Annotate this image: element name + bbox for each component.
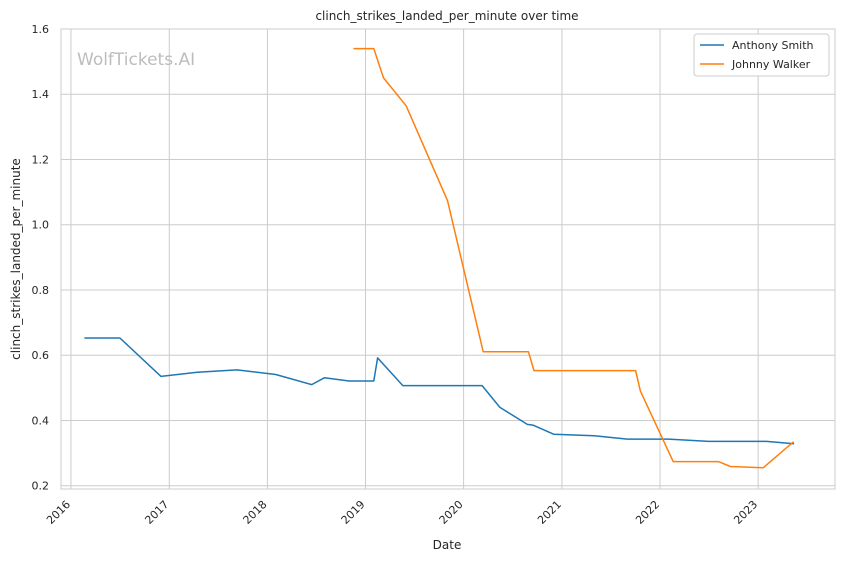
y-tick-label: 0.4 [32,414,50,427]
y-tick-label: 0.2 [32,480,50,493]
watermark-text: WolfTickets.AI [77,50,195,70]
legend-box [693,33,830,77]
legend-label: Anthony Smith [732,39,814,52]
plot-area [60,28,836,490]
x-tick-label: 2023 [731,498,760,527]
x-axis-ticks: 2016 2017 2018 2019 2020 2021 2022 2023 [44,498,760,527]
chart-title: clinch_strikes_landed_per_minute over ti… [315,9,578,23]
y-tick-label: 1.2 [32,153,50,166]
x-tick-label: 2016 [44,498,73,527]
y-axis-ticks: 0.2 0.4 0.6 0.8 1.0 1.2 1.4 1.6 [32,23,50,493]
series-line-2 [353,47,795,469]
x-tick-label: 2020 [437,498,466,527]
x-tick-label: 2018 [241,498,270,527]
grid-lines [61,28,835,489]
x-tick-label: 2019 [339,498,368,527]
x-tick-label: 2021 [535,498,564,527]
series-lines [84,47,795,469]
legend: Anthony Smith Johnny Walker [693,33,830,77]
y-tick-label: 1.4 [32,88,50,101]
y-tick-label: 1.0 [32,219,50,232]
y-axis-label: clinch_strikes_landed_per_minute [9,158,23,360]
x-tick-label: 2022 [633,498,662,527]
x-tick-label: 2017 [142,498,171,527]
series-line-1 [84,337,795,445]
legend-label: Johnny Walker [731,58,811,71]
y-tick-label: 0.8 [32,284,50,297]
y-tick-label: 1.6 [32,23,50,36]
y-tick-label: 0.6 [32,349,50,362]
x-axis-label: Date [433,538,462,552]
